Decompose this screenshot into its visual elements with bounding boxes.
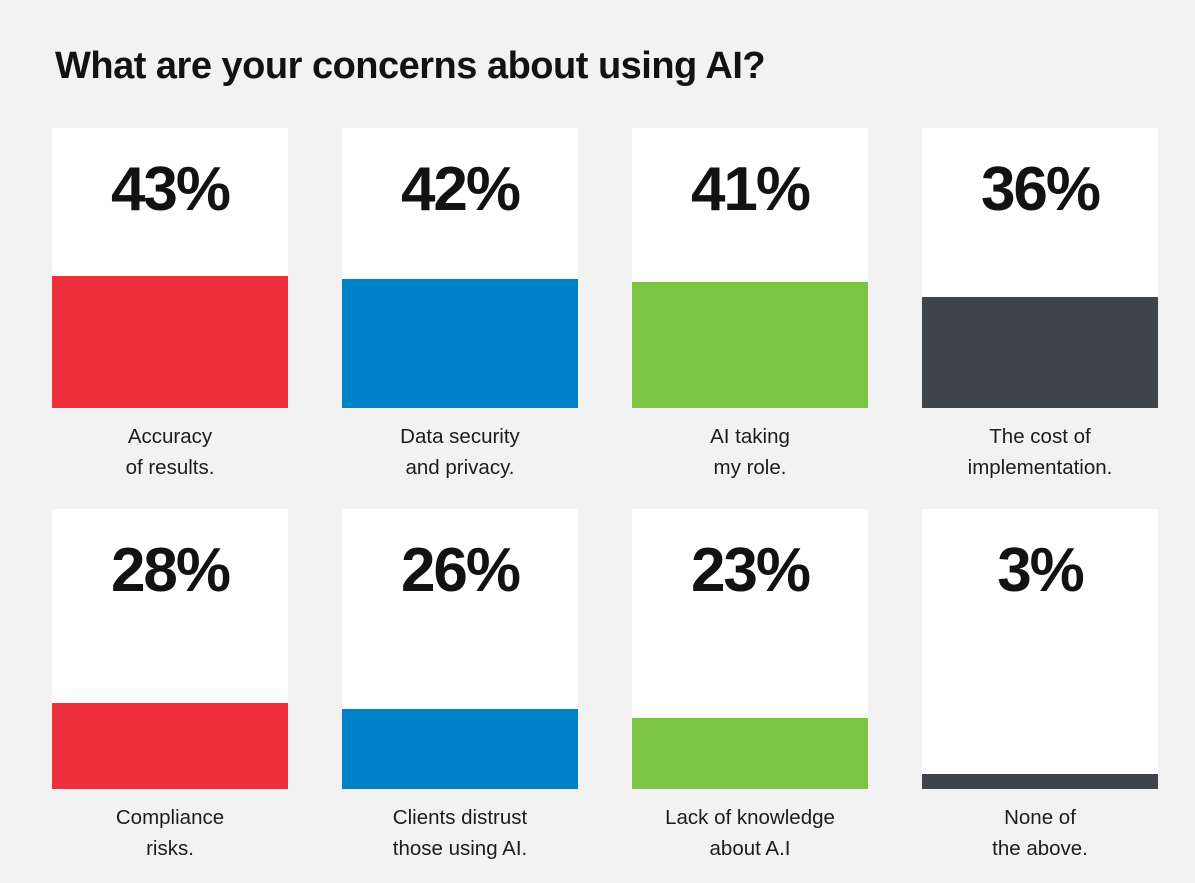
- concern-bar: [52, 703, 288, 789]
- concern-label: Clients distrust those using AI.: [392, 806, 528, 860]
- concern-cell-lack-of-knowledge: 23% Lack of knowledge about A.I: [632, 509, 868, 864]
- chart-title: What are your concerns about using AI?: [55, 45, 766, 87]
- concern-cell-accuracy: 43% Accuracy of results.: [52, 128, 288, 483]
- concern-label: Data security and privacy.: [400, 425, 520, 479]
- concern-bar: [922, 297, 1158, 408]
- percent-value: 28%: [110, 536, 231, 605]
- percent-value: 36%: [980, 155, 1101, 224]
- concern-label: Compliance risks.: [115, 806, 225, 860]
- concern-label: Accuracy of results.: [125, 425, 215, 479]
- concern-cell-client-distrust: 26% Clients distrust those using AI.: [342, 509, 578, 864]
- concern-bar: [632, 718, 868, 789]
- concern-cell-cost: 36% The cost of implementation.: [922, 128, 1158, 483]
- percent-value: 42%: [400, 155, 521, 224]
- percent-value: 23%: [690, 536, 811, 605]
- concern-cell-none: 3% None of the above.: [922, 509, 1158, 864]
- concern-card: 26%: [342, 509, 578, 789]
- percent-value: 26%: [400, 536, 521, 605]
- percent-value: 41%: [690, 155, 811, 224]
- concern-card: 42%: [342, 128, 578, 408]
- concern-label: AI taking my role.: [710, 425, 790, 479]
- concern-card: 3%: [922, 509, 1158, 789]
- concern-label: None of the above.: [992, 806, 1088, 860]
- concern-cell-ai-taking-role: 41% AI taking my role.: [632, 128, 868, 483]
- concern-card: 23%: [632, 509, 868, 789]
- concern-label: Lack of knowledge about A.I: [665, 806, 835, 860]
- concern-card: 28%: [52, 509, 288, 789]
- concern-bar: [632, 282, 868, 408]
- concern-bar: [52, 276, 288, 408]
- concern-bar: [342, 279, 578, 408]
- concern-cell-compliance: 28% Compliance risks.: [52, 509, 288, 864]
- percent-value: 3%: [997, 536, 1085, 605]
- concern-card: 43%: [52, 128, 288, 408]
- concern-card: 36%: [922, 128, 1158, 408]
- percent-value: 43%: [110, 155, 231, 224]
- cards-grid: 43% Accuracy of results. 42% Data securi…: [52, 128, 1195, 864]
- concern-card: 41%: [632, 128, 868, 408]
- concern-label: The cost of implementation.: [967, 425, 1113, 479]
- concern-bar: [922, 774, 1158, 789]
- concern-cell-data-security: 42% Data security and privacy.: [342, 128, 578, 483]
- concern-bar: [342, 709, 578, 789]
